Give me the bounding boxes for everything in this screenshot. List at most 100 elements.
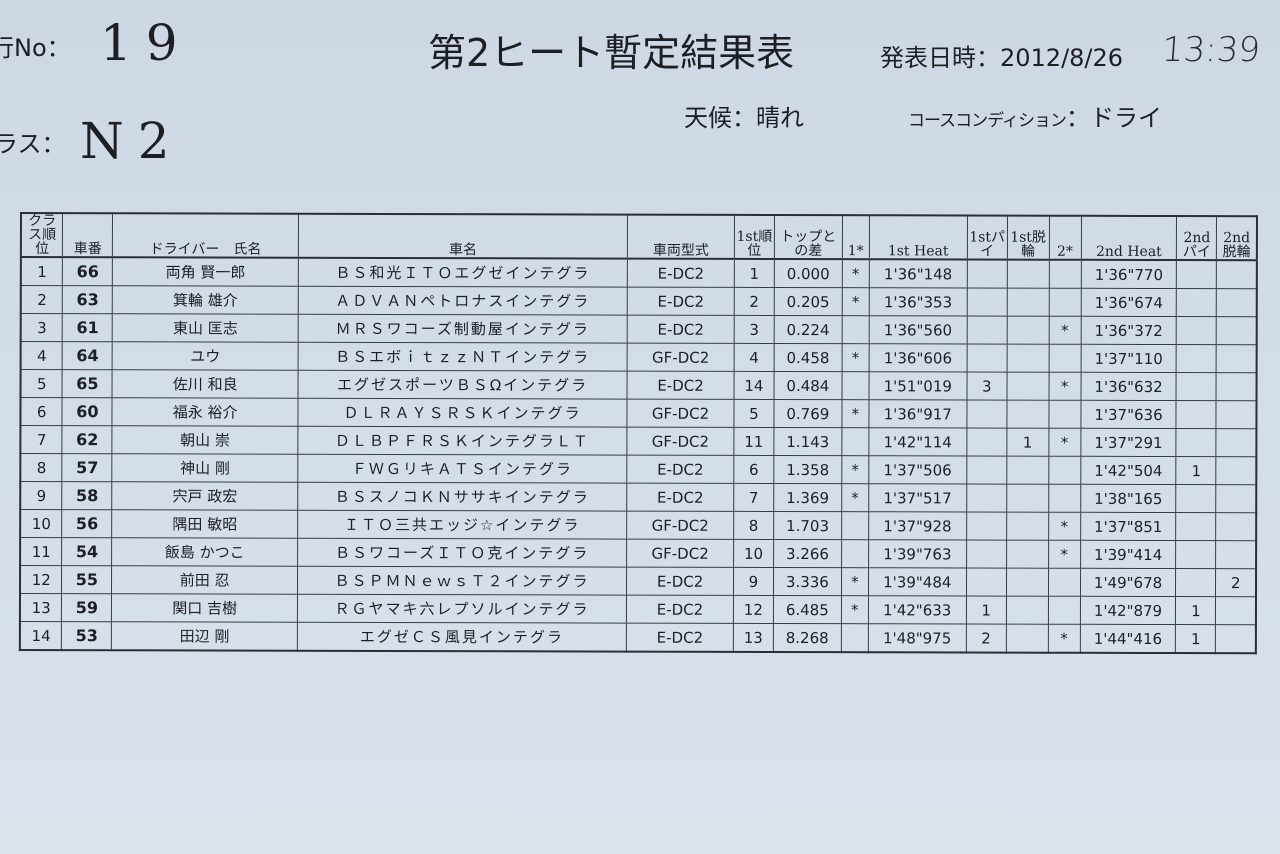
cell-first-pylon: 1 <box>966 595 1007 625</box>
cell-second-mark <box>1048 288 1081 317</box>
column-header-first-mark: 1* <box>842 215 870 260</box>
cell-first-heat-time: 1'37"517 <box>868 483 967 512</box>
column-header-car-name: 車名 <box>298 213 628 259</box>
cell-second-pylon <box>1176 512 1217 541</box>
class-label: ラス： <box>0 130 66 158</box>
cell-first-off-course <box>1006 316 1049 345</box>
cell-driver-name: 宍戸 政宏 <box>112 481 298 511</box>
table-row: 3 61 東山 匡志 ＭＲＳワコーズ制動屋インテグラ E-DC2 3 0.224 1'36"5… <box>20 313 1257 345</box>
cell-gap-to-top: 1.358 <box>773 455 842 484</box>
cell-second-heat-time: 1'42"879 <box>1079 596 1176 625</box>
cell-second-mark: * <box>1048 372 1081 401</box>
cell-second-heat-time: 1'36"770 <box>1080 259 1177 289</box>
cell-car-model: E-DC2 <box>627 287 735 316</box>
published-label: 発表日時： <box>880 44 1000 72</box>
cell-gap-to-top: 1.143 <box>773 427 842 456</box>
cell-second-mark <box>1048 568 1081 597</box>
cell-car-name: ＩＴＯ三共エッジ☆インテグラ <box>297 510 627 540</box>
cell-driver-name: 神山 剛 <box>112 453 298 483</box>
cell-second-mark <box>1048 456 1081 485</box>
cell-driver-name: 朝山 崇 <box>112 425 298 455</box>
cell-first-heat-time: 1'36"353 <box>869 287 968 316</box>
cell-second-heat-time: 1'36"632 <box>1080 372 1177 401</box>
cell-first-heat-rank: 9 <box>733 567 774 596</box>
cell-first-heat-rank: 12 <box>733 595 774 624</box>
table-row: 10 56 隅田 敏昭 ＩＴＯ三共エッジ☆インテグラ GF-DC2 8 1.703 1'37"… <box>20 509 1257 541</box>
cell-driver-name: 田辺 剛 <box>111 621 298 651</box>
cell-gap-to-top: 1.369 <box>773 483 842 512</box>
cell-first-heat-time: 1'39"763 <box>868 539 967 568</box>
cell-second-pylon <box>1176 260 1217 289</box>
cell-first-mark <box>841 371 869 400</box>
cell-first-pylon <box>966 399 1007 429</box>
published-datetime: 発表日時：2012/8/26 <box>880 38 1123 73</box>
run-no-label: 行No： <box>0 34 71 62</box>
course-condition-label: コースコンディション <box>908 111 1067 131</box>
cell-second-mark: * <box>1048 512 1081 541</box>
cell-car-name: ＢＳワコーズＩＴＯ克インテグラ <box>297 538 627 568</box>
cell-first-pylon <box>966 427 1007 457</box>
cell-first-mark: * <box>842 259 870 288</box>
cell-second-pylon: 1 <box>1176 456 1217 485</box>
cell-car-model: E-DC2 <box>627 371 735 400</box>
cell-class-rank: 6 <box>20 397 63 426</box>
cell-first-pylon <box>966 483 1007 513</box>
cell-second-off-course <box>1216 540 1257 569</box>
cell-second-mark: * <box>1048 540 1081 569</box>
weather-value: 晴れ <box>756 104 804 132</box>
cell-gap-to-top: 0.205 <box>774 287 843 316</box>
cell-driver-name: 隅田 敏昭 <box>112 509 298 539</box>
cell-second-off-course <box>1216 344 1257 373</box>
cell-class-rank: 9 <box>20 481 63 510</box>
cell-second-off-course <box>1216 512 1257 541</box>
cell-first-off-course <box>1006 288 1049 317</box>
cell-second-mark <box>1048 596 1081 625</box>
column-header-second-pylon: 2ndパイ <box>1176 216 1217 261</box>
cell-class-rank: 1 <box>20 257 63 286</box>
cell-first-heat-time: 1'51"019 <box>868 371 967 400</box>
cell-driver-name: 福永 裕介 <box>112 397 298 427</box>
column-header-class-rank: クラス順位 <box>20 213 63 258</box>
cell-first-mark: * <box>841 595 869 624</box>
cell-car-model: E-DC2 <box>626 483 734 512</box>
cell-second-off-course <box>1215 596 1256 625</box>
cell-first-heat-rank: 3 <box>734 315 775 344</box>
cell-first-heat-time: 1'36"917 <box>868 399 967 428</box>
cell-first-off-course <box>1006 372 1049 401</box>
cell-first-mark: * <box>842 287 870 316</box>
cell-car-model: GF-DC2 <box>627 399 734 428</box>
cell-second-heat-time: 1'37"851 <box>1080 512 1177 541</box>
header-row: クラス順位 車番 ドライバー 氏名 車名 車両型式 1st順位 トップとの差 1* 1st He… <box>20 213 1257 261</box>
cell-driver-name: 前田 忍 <box>111 565 298 595</box>
cell-first-pylon <box>966 315 1007 345</box>
cell-second-pylon <box>1176 288 1217 317</box>
cell-first-heat-time: 1'42"114 <box>868 427 967 456</box>
cell-car-name: エグゼＣＳ風見インテグラ <box>297 622 627 652</box>
cell-first-pylon <box>966 539 1007 569</box>
cell-second-pylon: 1 <box>1175 624 1216 654</box>
cell-car-model: E-DC2 <box>626 455 734 484</box>
cell-first-heat-rank: 10 <box>733 539 774 568</box>
cell-second-pylon <box>1176 344 1217 373</box>
weather-label: 天候： <box>684 104 756 132</box>
cell-second-mark <box>1048 484 1081 513</box>
cell-first-heat-rank: 13 <box>733 623 774 652</box>
cell-car-name: ＭＲＳワコーズ制動屋インテグラ <box>298 314 628 344</box>
table-row: 5 65 佐川 和良 エグゼスポーツＢＳΩインテグラ E-DC2 14 0.484 1'51"… <box>20 369 1257 401</box>
cell-gap-to-top: 0.484 <box>773 371 842 400</box>
cell-car-model: GF-DC2 <box>627 427 734 456</box>
cell-class-rank: 3 <box>20 313 63 342</box>
course-condition-sep: ： <box>1065 104 1090 132</box>
cell-car-name: エグゼスポーツＢＳΩインテグラ <box>297 370 628 400</box>
cell-first-off-course <box>1006 568 1049 597</box>
cell-second-heat-time: 1'42"504 <box>1080 456 1177 485</box>
cell-second-pylon <box>1176 484 1217 513</box>
cell-driver-name: 箕輪 雄介 <box>112 285 299 315</box>
course-condition-value: ドライ <box>1089 104 1162 132</box>
cell-first-off-course <box>1006 400 1049 429</box>
class-value: N2 <box>80 112 184 170</box>
cell-car-number: 59 <box>61 593 112 622</box>
cell-first-heat-rank: 6 <box>733 455 774 484</box>
cell-first-heat-rank: 1 <box>734 258 775 288</box>
cell-first-heat-rank: 4 <box>734 343 775 372</box>
